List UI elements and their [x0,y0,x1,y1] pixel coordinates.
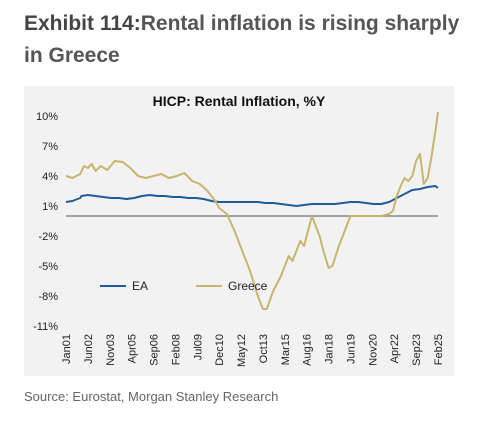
y-tick-label: -2% [38,231,58,243]
x-tick-label: Jan18 [324,334,336,364]
x-tick-label: May12 [236,334,248,367]
series-line-ea [65,185,439,207]
x-tick-label: Mar15 [280,334,292,365]
x-tick-label: Aug16 [302,334,314,366]
chart-title: HICP: Rental Inflation, %Y [153,93,326,109]
exhibit-title-text: Rental inflation is rising sharply in Gr… [24,12,460,67]
x-tick-label: Jan01 [61,334,73,364]
x-tick-label: Oct13 [258,334,270,363]
x-tick-label: Sep23 [411,334,423,366]
x-tick-label: Dec10 [214,334,226,366]
x-tick-label: Nov03 [105,334,117,366]
x-tick-label: Apr05 [127,334,139,363]
x-tick-label: Apr22 [389,334,401,363]
legend-label-greece: Greece [228,279,268,293]
x-tick-label: Feb08 [170,334,182,365]
x-tick-label: Sep06 [149,334,161,366]
y-tick-label: 4% [42,171,58,183]
exhibit-title: Exhibit 114:Rental inflation is rising s… [24,8,464,72]
chart-panel [24,86,454,376]
y-tick-label: -8% [38,291,58,303]
y-tick-label: -11% [33,321,58,333]
series-layer [65,111,439,310]
legend-label-ea: EA [132,279,148,293]
x-tick-label: Nov20 [367,334,379,366]
y-axis: 10% 7% 4% 1% -2% -5% -8% -11% [33,111,58,333]
x-tick-label: Jun19 [345,334,357,364]
legend: EA Greece [100,279,268,293]
x-tick-label: Jun02 [83,334,95,364]
x-tick-label: Jul09 [192,334,204,360]
y-tick-label: 7% [42,141,58,153]
x-axis: Jan01 Jun02 Nov03 Apr05 Sep06 Feb08 Jul09 Dec10… [61,334,445,367]
series-line-greece [65,111,439,310]
x-tick-label: Feb25 [433,334,445,365]
y-tick-label: -5% [38,261,58,273]
y-tick-label: 10% [36,111,58,123]
y-tick-label: 1% [42,201,58,213]
exhibit-label: Exhibit 114: [24,12,141,35]
chart: HICP: Rental Inflation, %Y 10% 7% 4% 1% -2% -… [33,93,445,367]
source-note: Source: Eurostat, Morgan Stanley Researc… [24,389,279,404]
